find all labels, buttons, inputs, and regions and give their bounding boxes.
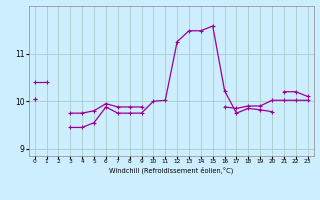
X-axis label: Windchill (Refroidissement éolien,°C): Windchill (Refroidissement éolien,°C) xyxy=(109,167,233,174)
